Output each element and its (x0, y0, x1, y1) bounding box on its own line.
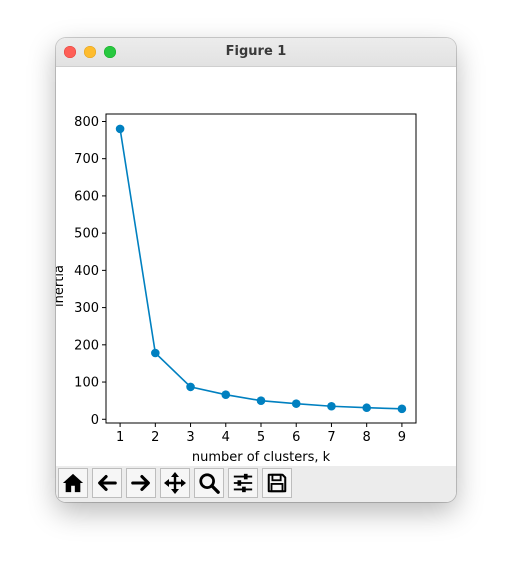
home-button[interactable] (58, 468, 88, 498)
arrow-left-icon (98, 475, 117, 491)
x-tick-label: 6 (292, 430, 300, 445)
x-tick-label: 7 (327, 430, 335, 445)
series-line (119, 128, 402, 410)
forward-button[interactable] (126, 468, 156, 498)
data-point (327, 401, 336, 411)
figure-window: Figure 1 1 2 3 4 5 6 7 8 9 0 100 200 300 400 500 600 700… (56, 38, 456, 502)
data-point (291, 399, 301, 408)
title-bar: Figure 1 (56, 38, 456, 67)
x-tick-label: 1 (116, 430, 124, 445)
configure-subplots-button[interactable] (228, 468, 258, 498)
y-axis-label: inertia (56, 265, 67, 307)
close-button[interactable] (64, 46, 76, 58)
y-tick-label: 0 (91, 413, 99, 428)
y-tick-label: 700 (74, 152, 99, 167)
home-icon (62, 473, 84, 493)
y-tick-label: 500 (74, 227, 99, 242)
search-icon (199, 473, 220, 494)
data-point (186, 382, 195, 392)
back-button[interactable] (92, 468, 122, 498)
x-tick-label: 4 (222, 430, 230, 445)
data-point (221, 390, 231, 400)
line-chart: 1 2 3 4 5 6 7 8 9 0 100 200 300 400 500 600 700 800 numbe… (56, 113, 417, 465)
move-icon (164, 472, 186, 494)
y-tick-label: 300 (74, 301, 99, 316)
x-axis-label: number of clusters, k (192, 450, 331, 465)
data-point (362, 403, 371, 413)
data-point (115, 124, 125, 134)
data-point (397, 404, 407, 414)
y-tick-label: 800 (74, 115, 99, 130)
x-tick-label: 5 (257, 430, 265, 445)
window-title: Figure 1 (225, 44, 287, 59)
y-tick-label: 600 (74, 189, 99, 204)
x-tick-label: 9 (398, 430, 406, 445)
y-tick-label: 200 (74, 338, 99, 353)
y-tick-label: 400 (74, 264, 99, 279)
plot-canvas[interactable]: 1 2 3 4 5 6 7 8 9 0 100 200 300 400 500 600 700 800 numbe… (56, 67, 456, 466)
y-tick-label: 100 (74, 376, 99, 391)
navigation-toolbar (56, 466, 456, 502)
sliders-icon (233, 473, 253, 493)
data-point (151, 348, 160, 358)
minimize-button[interactable] (84, 46, 96, 58)
x-tick-label: 3 (186, 430, 194, 445)
data-point (256, 396, 266, 405)
zoom-window-button[interactable] (104, 46, 116, 58)
x-tick-label: 2 (151, 430, 159, 445)
arrow-right-icon (131, 475, 150, 491)
pan-button[interactable] (160, 468, 190, 498)
zoom-button[interactable] (194, 468, 224, 498)
save-button[interactable] (262, 468, 292, 498)
axes-frame (105, 113, 417, 424)
save-icon (267, 473, 287, 493)
x-tick-label: 8 (363, 430, 371, 445)
